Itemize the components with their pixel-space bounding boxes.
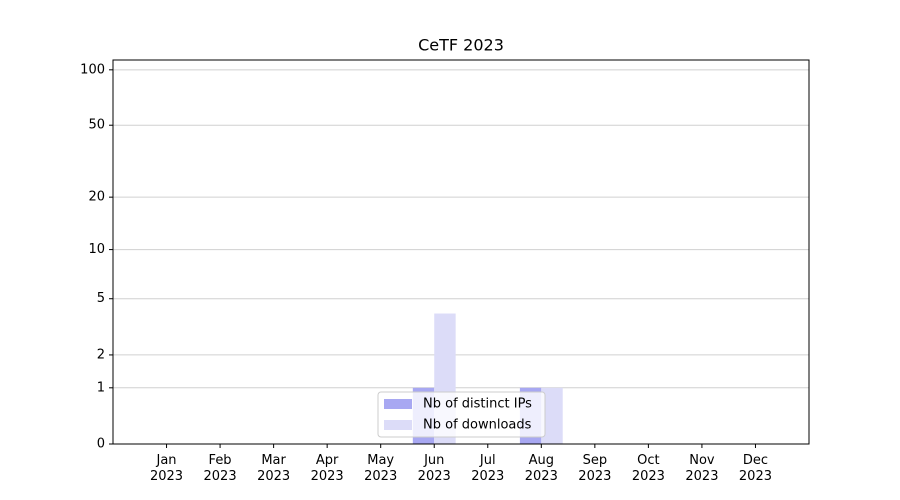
x-tick-label: Jan 2023 xyxy=(149,453,184,484)
y-tick-label: 20 xyxy=(88,190,105,205)
x-tick-label: Nov 2023 xyxy=(685,453,719,484)
x-tick-label: Feb 2023 xyxy=(203,453,237,484)
x-tick-label: Apr 2023 xyxy=(310,453,344,484)
y-tick-label: 5 xyxy=(97,291,105,306)
legend: Nb of distinct IPs Nb of downloads xyxy=(377,391,546,438)
legend-swatch xyxy=(384,420,412,430)
y-tick-label: 10 xyxy=(88,242,105,257)
x-tick-label: Dec 2023 xyxy=(738,453,772,484)
y-tick-label: 50 xyxy=(88,118,105,133)
x-tick-label: Oct 2023 xyxy=(631,453,665,484)
grid xyxy=(113,69,809,445)
legend-label: Nb of downloads xyxy=(423,418,532,433)
x-tick-label: Mar 2023 xyxy=(257,453,291,484)
x-tick-label: Aug 2023 xyxy=(524,453,558,484)
y-tick-label: 0 xyxy=(97,437,105,452)
x-tick-label: Jul 2023 xyxy=(471,453,505,484)
x-tick-label: May 2023 xyxy=(364,453,398,484)
y-tick-label: 2 xyxy=(97,347,105,362)
plot-frame xyxy=(112,59,810,445)
chart-title: CeTF 2023 xyxy=(418,36,504,55)
bar xyxy=(541,387,563,444)
legend-box xyxy=(377,391,546,438)
x-tick-label: Sep 2023 xyxy=(578,453,612,484)
legend-label: Nb of distinct IPs xyxy=(423,397,532,412)
y-tick-label: 1 xyxy=(97,380,105,395)
legend-swatch xyxy=(384,399,412,409)
x-tick-label: Jun 2023 xyxy=(417,453,451,484)
y-tick-label: 100 xyxy=(80,62,105,77)
